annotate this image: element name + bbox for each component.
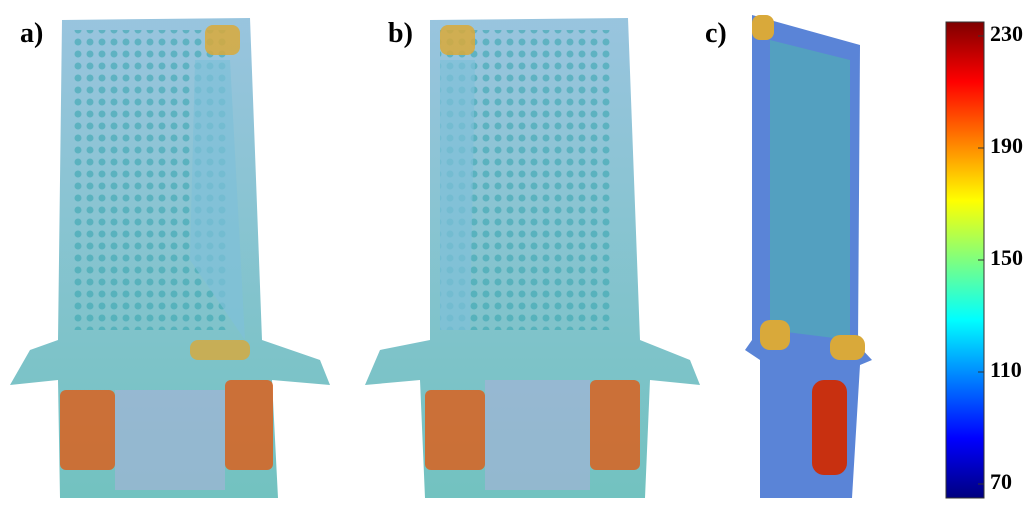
figure: a) b) c) 70 110 150 190 230 <box>0 0 1033 509</box>
tick-label: 70 <box>990 469 1012 494</box>
tick-label: 110 <box>990 357 1022 382</box>
tick-label: 230 <box>990 21 1023 46</box>
tick-label: 150 <box>990 245 1023 270</box>
panel-label: a) <box>20 18 43 49</box>
render-b <box>365 18 700 498</box>
panel-label: c) <box>705 18 727 49</box>
render-c <box>745 15 872 498</box>
panel-label: b) <box>388 18 413 49</box>
render-a <box>10 18 330 498</box>
tick-label: 190 <box>990 133 1023 158</box>
